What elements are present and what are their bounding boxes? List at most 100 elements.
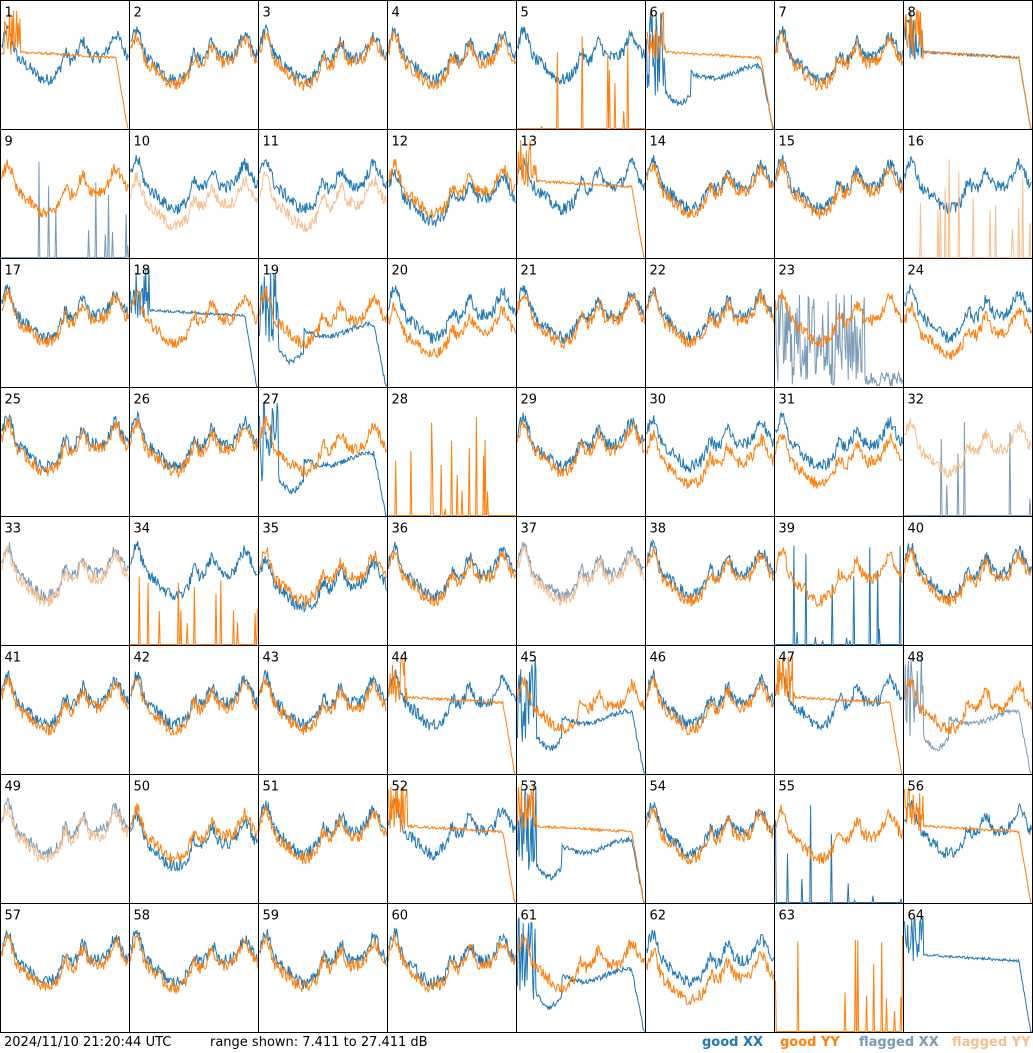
antenna-tile-26: 26 xyxy=(129,387,259,517)
antenna-tile-42: 42 xyxy=(129,645,259,775)
tile-frame xyxy=(0,516,130,646)
range-label: range shown: 7.411 to 27.411 dB xyxy=(210,1035,428,1050)
antenna-tile-1: 1 xyxy=(0,0,130,130)
antenna-tile-31: 31 xyxy=(774,387,904,517)
series-xx-line xyxy=(1,161,129,258)
series-yy-line xyxy=(904,678,1032,735)
antenna-tile-29: 29 xyxy=(516,387,646,517)
series-yy-line xyxy=(388,159,516,219)
series-xx-line xyxy=(646,669,774,730)
series-xx-line xyxy=(646,154,774,216)
series-yy-line xyxy=(517,677,645,734)
tile-frame xyxy=(903,903,1033,1033)
tile-label: 20 xyxy=(392,264,409,279)
tile-label: 49 xyxy=(5,780,22,795)
series-yy-line xyxy=(646,675,774,736)
antenna-tile-51: 51 xyxy=(258,774,388,904)
tile-label: 48 xyxy=(908,651,925,666)
antenna-tile-38: 38 xyxy=(645,516,775,646)
series-yy-line xyxy=(646,545,774,607)
antenna-tile-4: 4 xyxy=(387,0,517,130)
antenna-tile-6: 6 xyxy=(645,0,775,130)
tile-label: 36 xyxy=(392,522,409,537)
series-yy-line xyxy=(388,932,516,993)
antenna-tile-27: 27 xyxy=(258,387,388,517)
series-xx-line xyxy=(904,156,1032,214)
antenna-tile-54: 54 xyxy=(645,774,775,904)
antenna-tile-18: 18 xyxy=(129,258,259,388)
series-yy-line xyxy=(259,677,387,735)
series-yy-line xyxy=(517,420,645,477)
tile-label: 54 xyxy=(650,780,667,795)
tile-label: 59 xyxy=(263,909,280,924)
antenna-tile-20: 20 xyxy=(387,258,517,388)
series-xx-line xyxy=(259,402,387,516)
series-xx-line xyxy=(646,415,774,473)
series-yy-line xyxy=(1,10,129,129)
tile-frame xyxy=(0,903,130,1033)
series-yy-line xyxy=(775,29,903,92)
antenna-tile-34: 34 xyxy=(129,516,259,646)
tile-frame xyxy=(903,774,1033,904)
series-yy-line xyxy=(130,31,258,90)
series-xx-line xyxy=(130,267,258,387)
series-yy-line xyxy=(1,803,129,863)
series-yy-line xyxy=(646,806,774,865)
tile-label: 14 xyxy=(650,135,667,150)
tile-label: 58 xyxy=(134,909,151,924)
series-yy-line xyxy=(904,547,1032,607)
tile-label: 12 xyxy=(392,135,409,150)
antenna-tile-50: 50 xyxy=(129,774,259,904)
tile-label: 38 xyxy=(650,522,667,537)
tile-label: 25 xyxy=(5,393,22,408)
tile-frame xyxy=(903,645,1033,775)
series-yy-line xyxy=(517,36,645,129)
tile-label: 27 xyxy=(263,393,280,408)
series-xx-line xyxy=(517,786,645,903)
series-yy-line xyxy=(904,9,1032,129)
series-yy-line xyxy=(1,933,129,991)
series-xx-line xyxy=(646,929,774,989)
series-yy-line xyxy=(646,947,774,1006)
series-yy-line xyxy=(1,544,129,607)
antenna-tile-13: 13 xyxy=(516,129,646,259)
tile-label: 5 xyxy=(521,6,529,21)
tile-label: 16 xyxy=(908,135,925,150)
tile-frame xyxy=(516,387,646,517)
tile-frame xyxy=(387,0,517,130)
series-yy-line xyxy=(130,289,258,349)
series-yy-line xyxy=(130,933,258,994)
antenna-tile-7: 7 xyxy=(774,0,904,130)
antenna-tile-48: 48 xyxy=(903,645,1033,775)
tile-label: 24 xyxy=(908,264,925,279)
tile-label: 13 xyxy=(521,135,538,150)
tile-label: 30 xyxy=(650,393,667,408)
antenna-tile-19: 19 xyxy=(258,258,388,388)
antenna-tile-55: 55 xyxy=(774,774,904,904)
series-xx-line xyxy=(259,669,387,731)
antenna-tile-40: 40 xyxy=(903,516,1033,646)
tile-frame xyxy=(258,903,388,1033)
series-yy-line xyxy=(259,415,387,478)
series-yy-line xyxy=(775,935,903,1032)
antenna-tile-44: 44 xyxy=(387,645,517,775)
antenna-tile-45: 45 xyxy=(516,645,646,775)
tile-label: 26 xyxy=(134,393,151,408)
series-xx-line xyxy=(259,272,387,387)
series-yy-line xyxy=(904,159,1032,258)
tile-label: 31 xyxy=(779,393,796,408)
tile-frame xyxy=(516,129,646,259)
tile-label: 57 xyxy=(5,909,22,924)
series-xx-line xyxy=(904,10,1032,129)
tile-label: 9 xyxy=(5,135,13,150)
series-xx-line xyxy=(904,915,1032,1032)
tile-label: 28 xyxy=(392,393,409,408)
antenna-tile-43: 43 xyxy=(258,645,388,775)
antenna-tile-58: 58 xyxy=(129,903,259,1033)
tile-label: 41 xyxy=(5,651,22,666)
tile-frame xyxy=(0,258,130,388)
tile-frame xyxy=(903,0,1033,130)
series-yy-line xyxy=(1,416,129,477)
series-xx-line xyxy=(517,659,645,774)
tile-frame xyxy=(774,387,904,517)
